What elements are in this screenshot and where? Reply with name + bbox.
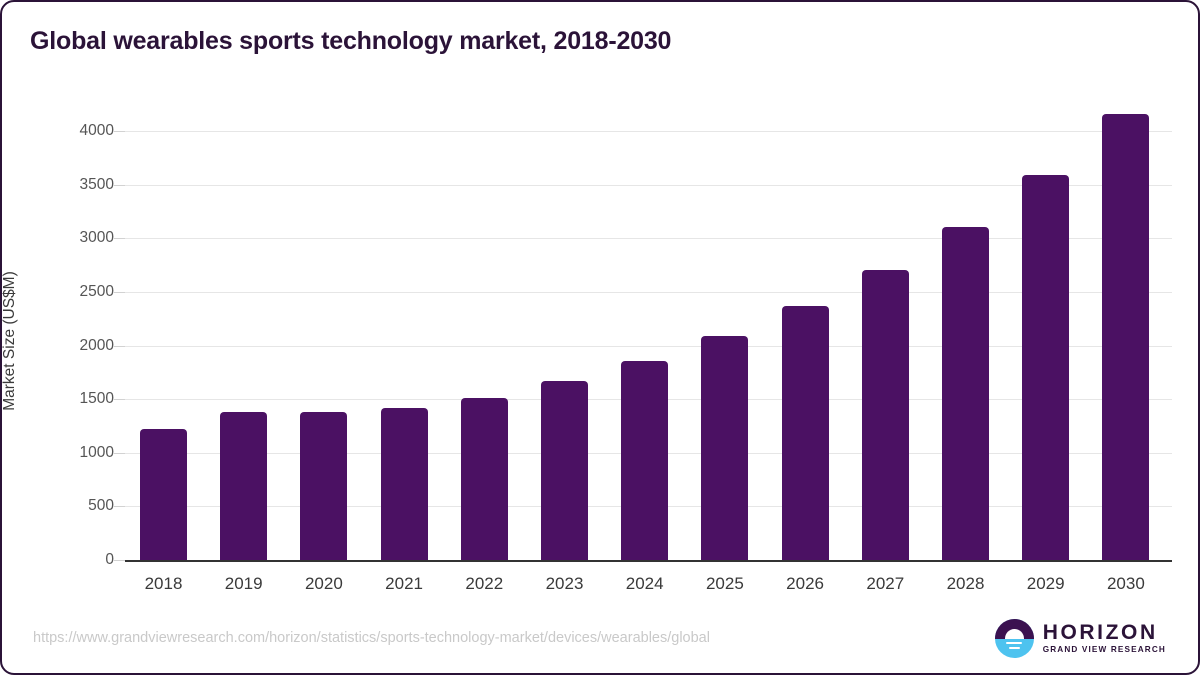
- y-tick-mark: [114, 345, 125, 347]
- y-tick-label: 1500: [79, 390, 114, 408]
- bar[interactable]: [380, 407, 428, 560]
- x-axis-line: [125, 560, 1172, 562]
- y-tick-label: 1000: [79, 443, 114, 461]
- gridline: [125, 131, 1172, 133]
- bar[interactable]: [300, 411, 348, 560]
- bar[interactable]: [942, 226, 989, 560]
- logo-tagline: GRAND VIEW RESEARCH: [1042, 645, 1166, 655]
- bar[interactable]: [140, 429, 187, 560]
- y-tick-mark: [114, 399, 125, 401]
- gridline: [125, 238, 1172, 240]
- x-tick-label: 2024: [625, 574, 664, 593]
- logo-wordmark: HORIZON: [1042, 621, 1158, 645]
- y-tick-mark: [114, 452, 125, 454]
- bar[interactable]: [541, 381, 588, 560]
- y-tick-mark: [114, 560, 125, 561]
- y-tick-label: 4000: [79, 122, 114, 140]
- x-tick-label: 2029: [1026, 574, 1065, 593]
- bar[interactable]: [1102, 114, 1150, 560]
- bar[interactable]: [861, 270, 909, 560]
- y-tick-mark: [114, 292, 125, 293]
- x-tick-label: 2021: [385, 574, 423, 593]
- y-tick-label: 0: [105, 551, 114, 568]
- x-tick-label: 2022: [465, 574, 504, 593]
- x-tick-label: 2020: [304, 574, 343, 593]
- horizon-sun-icon: [994, 619, 1034, 658]
- source-url[interactable]: https://www.grandviewresearch.com/horizo…: [33, 630, 710, 646]
- y-tick-mark: [114, 131, 125, 133]
- x-tick-label: 2025: [705, 574, 744, 593]
- y-tick-label: 3000: [79, 229, 114, 247]
- x-tick-label: 2023: [545, 574, 584, 593]
- x-tick-label: 2030: [1106, 574, 1145, 593]
- gridline: [125, 184, 1172, 186]
- x-tick-label: 2027: [866, 574, 905, 593]
- x-tick-label: 2019: [224, 574, 263, 593]
- page-title: Global wearables sports technology marke…: [30, 27, 672, 55]
- x-tick-label: 2018: [144, 574, 183, 593]
- bar[interactable]: [220, 412, 268, 560]
- y-tick-label: 2500: [79, 283, 114, 300]
- y-tick-label: 2000: [79, 336, 114, 354]
- gridline: [125, 292, 1172, 293]
- horizon-logo: HORIZON GRAND VIEW RESEARCH: [994, 619, 1166, 658]
- y-axis-title: Market Size (US$M): [1, 271, 18, 411]
- y-tick-label: 3500: [79, 175, 114, 193]
- y-tick-mark: [114, 184, 125, 186]
- bar[interactable]: [701, 335, 749, 560]
- y-tick-mark: [114, 506, 125, 508]
- x-tick-label: 2028: [946, 574, 985, 593]
- bar[interactable]: [1022, 174, 1070, 560]
- x-tick-label: 2026: [786, 574, 824, 593]
- bar[interactable]: [781, 305, 829, 560]
- bar[interactable]: [460, 397, 508, 560]
- y-tick-label: 500: [88, 497, 114, 515]
- gridline: [125, 345, 1172, 347]
- bar[interactable]: [621, 361, 669, 560]
- y-tick-mark: [114, 238, 125, 240]
